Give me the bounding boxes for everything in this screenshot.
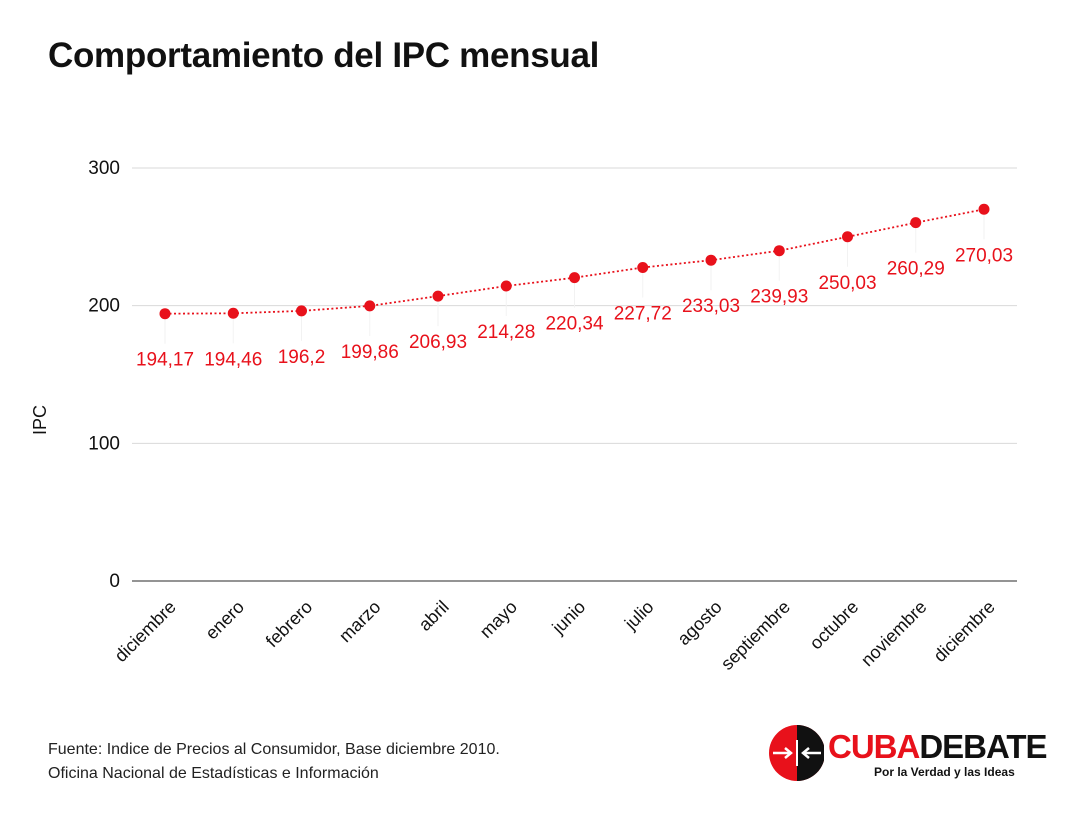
- x-tick-label: agosto: [673, 597, 725, 649]
- source-line-2: Oficina Nacional de Estadísticas e Infor…: [48, 765, 379, 782]
- data-point: [296, 305, 307, 317]
- x-tick-label: diciembre: [930, 597, 999, 666]
- data-label: 227,72: [614, 304, 672, 325]
- x-tick-label: junio: [548, 597, 590, 639]
- y-tick-label: 200: [88, 296, 120, 317]
- y-tick-label: 0: [109, 571, 120, 592]
- x-axis-ticks: diciembre enero febrero marzo abril mayo junio…: [111, 597, 999, 674]
- data-point: [910, 217, 922, 229]
- x-tick-label: noviembre: [857, 597, 931, 671]
- x-tick-label: marzo: [335, 597, 385, 647]
- y-axis-ticks: 0 100 200 300: [88, 158, 120, 592]
- data-point: [227, 307, 239, 319]
- cubadebate-logo: CUBADEBATE Por la Verdad y las Ideas: [768, 722, 1048, 784]
- source-note: Fuente: Indice de Precios al Consumidor,…: [48, 738, 500, 786]
- data-point: [364, 300, 376, 312]
- data-point: [569, 272, 580, 284]
- data-label: 206,93: [409, 332, 467, 353]
- x-tick-label: abril: [415, 597, 453, 635]
- y-tick-label: 300: [88, 158, 120, 179]
- y-tick-label: 100: [88, 433, 120, 454]
- data-label: 270,03: [955, 245, 1013, 266]
- data-points: [159, 203, 990, 320]
- x-tick-label: octubre: [806, 597, 863, 654]
- data-point: [637, 262, 649, 274]
- x-tick-label: septiembre: [717, 597, 794, 674]
- data-point: [842, 231, 853, 243]
- data-point: [159, 308, 171, 320]
- data-point: [978, 203, 990, 215]
- x-tick-label: julio: [620, 597, 657, 634]
- logo-slogan: Por la Verdad y las Ideas: [874, 765, 1015, 779]
- logo-emblem-icon: [769, 725, 824, 781]
- x-tick-label: enero: [201, 597, 248, 644]
- data-point: [705, 254, 717, 266]
- source-line-1: Fuente: Indice de Precios al Consumidor,…: [48, 741, 500, 758]
- data-label: 220,34: [545, 314, 604, 335]
- y-axis-label: IPC: [30, 405, 50, 435]
- x-tick-label: diciembre: [111, 597, 180, 666]
- data-label: 239,93: [750, 287, 808, 308]
- data-label: 194,46: [204, 349, 262, 370]
- logo-wordmark: CUBADEBATE: [828, 728, 1048, 765]
- data-label: 214,28: [477, 322, 535, 343]
- data-point: [500, 280, 512, 292]
- x-tick-label: mayo: [476, 597, 521, 642]
- data-label: 199,86: [341, 342, 399, 363]
- data-label: 250,03: [818, 273, 876, 294]
- data-label: 233,03: [682, 296, 740, 317]
- data-label: 196,2: [278, 347, 326, 368]
- data-label: 260,29: [887, 259, 945, 280]
- data-point: [432, 290, 444, 302]
- chart-title: Comportamiento del IPC mensual: [48, 36, 600, 75]
- data-label: 194,17: [136, 350, 194, 371]
- x-tick-label: febrero: [262, 597, 316, 651]
- data-labels: 194,17 194,46 196,2 199,86 206,93 214,28 220,3…: [136, 245, 1013, 370]
- data-point: [773, 245, 785, 257]
